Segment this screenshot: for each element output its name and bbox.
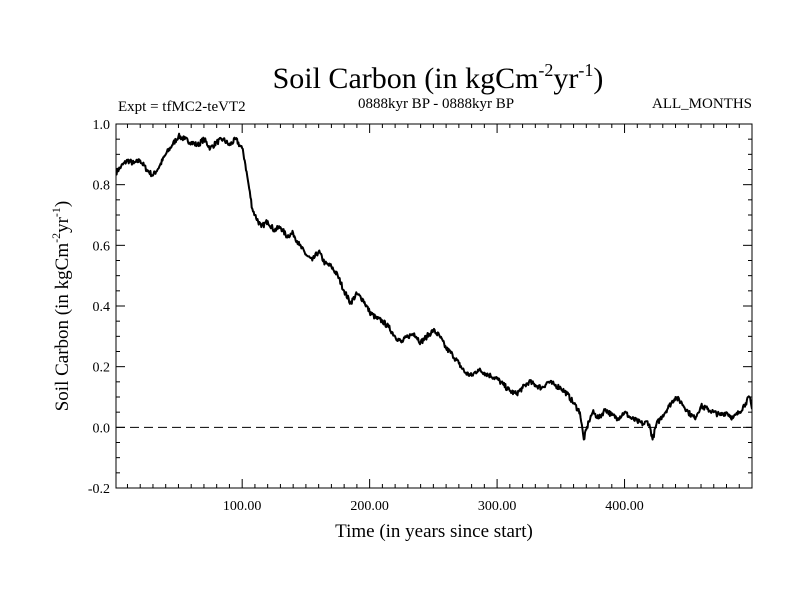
x-tick-label: 100.00 [223,499,262,514]
x-tick-label: 400.00 [605,499,644,514]
y-tick-label: -0.2 [88,482,110,497]
chart-title: Soil Carbon (in kgCm-2yr-1) [273,60,604,95]
y-tick-label: 1.0 [93,118,111,133]
y-tick-label: 0.0 [93,421,111,436]
y-tick-label: 0.6 [93,239,111,254]
plot-frame [115,123,753,489]
series-layer [116,132,752,441]
x-axis-label: Time (in years since start) [335,521,533,542]
experiment-label: Expt = tfMC2-teVT2 [118,99,246,115]
period-label: 0888kyr BP - 0888kyr BP [358,96,514,112]
x-tick-label: 300.00 [478,499,517,514]
y-tick-label: 0.4 [93,300,111,315]
y-tick-label: 0.2 [93,361,111,376]
y-tick-label: 0.8 [93,179,111,194]
months-label: ALL_MONTHS [652,96,752,112]
series-line [116,132,752,441]
axis-ticks: -0.2 0.0 0.2 0.4 0.6 0.8 1.0 100.00 200.00 300.00… [88,118,752,514]
y-axis-label: Soil Carbon (in kgCm-2yr-1) [49,201,73,412]
x-tick-label: 200.00 [350,499,389,514]
